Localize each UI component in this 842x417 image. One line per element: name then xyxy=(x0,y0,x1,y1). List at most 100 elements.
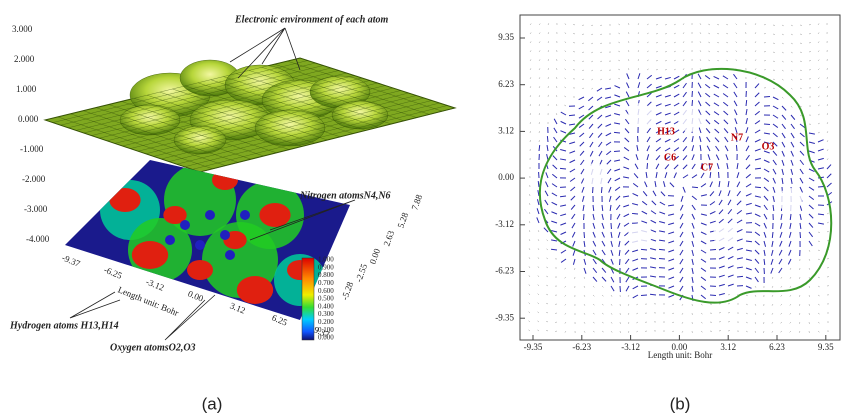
colorbar-tick-label: 0.800 xyxy=(318,271,334,279)
colorbar-tick-label: 0.000 xyxy=(318,334,334,342)
x-tick-label: -6.23 xyxy=(572,342,591,352)
contour-peak xyxy=(132,241,168,269)
colorbar xyxy=(302,258,314,340)
z-tick-label: -4.000 xyxy=(26,234,50,244)
field-arrow xyxy=(692,100,693,106)
x-tick-label: 9.35 xyxy=(818,342,834,352)
atom-label: C7 xyxy=(701,162,713,173)
y-tick-label: 5.28 xyxy=(395,211,410,230)
atom-label: N7 xyxy=(731,132,743,143)
contour-hole xyxy=(225,250,235,260)
surface-peak xyxy=(174,126,226,154)
z-tick-label: 0.000 xyxy=(18,114,39,124)
field-arrow xyxy=(710,295,716,296)
annotation: Nitrogen atomsN4,N6 xyxy=(299,190,391,201)
y-tick-label: -3.12 xyxy=(495,219,514,229)
colorbar-tick-label: 0.400 xyxy=(318,302,334,310)
atom-label: C6 xyxy=(664,152,676,163)
field-arrow xyxy=(764,124,770,125)
y-tick-label: -2.55 xyxy=(353,262,369,284)
y-tick-label: 7.88 xyxy=(409,193,424,212)
colorbar-tick-label: 0.100 xyxy=(318,326,334,334)
field-arrow xyxy=(764,96,770,97)
y-tick-label: 6.23 xyxy=(498,79,514,89)
y-tick-label: 2.63 xyxy=(381,229,396,248)
y-tick-label: 9.35 xyxy=(498,32,514,42)
field-arrow xyxy=(737,276,743,277)
figure: Electronic environment of each atom Nitr… xyxy=(0,0,842,417)
contour-peak xyxy=(187,260,213,280)
colorbar-tick-label: 0.300 xyxy=(318,310,334,318)
x-tick-label: 0.00 xyxy=(672,342,688,352)
field-node xyxy=(583,163,607,187)
contour-peak xyxy=(237,276,273,304)
x-tick-label: -3.12 xyxy=(144,276,165,292)
colorbar-tick-label: 0.200 xyxy=(318,318,334,326)
y-tick-label: 0.00 xyxy=(498,172,514,182)
plot-frame xyxy=(520,15,840,340)
contour-peak xyxy=(212,170,238,190)
field-arrow xyxy=(632,213,638,214)
y-tick-label: 3.12 xyxy=(498,125,514,135)
y-tick-label: -6.23 xyxy=(495,266,514,276)
z-tick-label: 3.000 xyxy=(12,24,33,34)
contour-hole xyxy=(165,235,175,245)
contour-peak xyxy=(109,188,140,212)
x-tick-label: 3.12 xyxy=(228,300,246,315)
contour-hole xyxy=(195,240,205,250)
z-tick-label: -2.000 xyxy=(22,174,46,184)
field-arrow xyxy=(746,100,747,106)
z-tick-label: -3.000 xyxy=(24,204,48,214)
field-arrow xyxy=(560,168,566,169)
x-tick-label: -9.37 xyxy=(60,252,82,268)
field-arrow xyxy=(614,151,620,152)
x-tick-label: -3.12 xyxy=(621,342,640,352)
z-tick-label: 2.000 xyxy=(14,54,35,64)
field-arrow xyxy=(569,115,575,116)
field-arrow xyxy=(650,294,656,295)
y-tick-label: -5.28 xyxy=(339,280,355,302)
field-node xyxy=(628,223,652,247)
y-tick-label: -9.35 xyxy=(495,312,514,322)
colorbar-tick-label: 0.900 xyxy=(318,263,334,271)
field-node xyxy=(628,103,652,127)
x-tick-label: -6.25 xyxy=(102,264,124,280)
annotation: Electronic environment of each atom xyxy=(234,14,389,25)
field-node xyxy=(778,188,802,212)
panel-label: (a) xyxy=(202,394,223,413)
contour-hole xyxy=(240,210,250,220)
x-tick-label: 0.00 xyxy=(186,288,205,303)
atom-label: O3 xyxy=(762,141,775,152)
annotation: Hydrogen atoms H13,H14 xyxy=(9,320,119,331)
z-tick-label: -1.000 xyxy=(20,144,44,154)
field-arrow xyxy=(647,163,648,169)
field-arrow xyxy=(659,249,665,250)
field-arrow xyxy=(772,232,773,238)
field-arrow xyxy=(601,187,602,193)
annotation: Oxygen atomsO2,O3 xyxy=(110,342,196,353)
colorbar-tick-label: 0.600 xyxy=(318,287,334,295)
surface-peak xyxy=(255,110,325,146)
contour-peak xyxy=(259,203,290,227)
surface-peak xyxy=(120,105,180,135)
field-arrow xyxy=(692,187,698,188)
field-node xyxy=(713,223,737,247)
contour-hole xyxy=(205,210,215,220)
y-tick-label: 0.00 xyxy=(367,247,382,266)
field-arrow xyxy=(818,214,824,215)
panel-label: (b) xyxy=(670,394,691,413)
z-tick-label: 1.000 xyxy=(16,84,37,94)
colorbar-tick-label: 0.700 xyxy=(318,279,334,287)
surface-plot xyxy=(45,58,455,172)
x-tick-label: 6.23 xyxy=(769,342,785,352)
colorbar-tick-label: 0.500 xyxy=(318,295,334,303)
field-arrow xyxy=(736,145,737,151)
field-arrow xyxy=(641,249,647,250)
field-node xyxy=(678,108,702,132)
x-tick-label: -9.35 xyxy=(524,342,543,352)
field-arrow xyxy=(614,132,620,133)
atom-label: H13 xyxy=(657,126,675,137)
axis-label: Length unit: Bohr xyxy=(116,284,180,317)
x-tick-label: 3.12 xyxy=(720,342,736,352)
colorbar-tick-label: 1.000 xyxy=(318,256,334,264)
